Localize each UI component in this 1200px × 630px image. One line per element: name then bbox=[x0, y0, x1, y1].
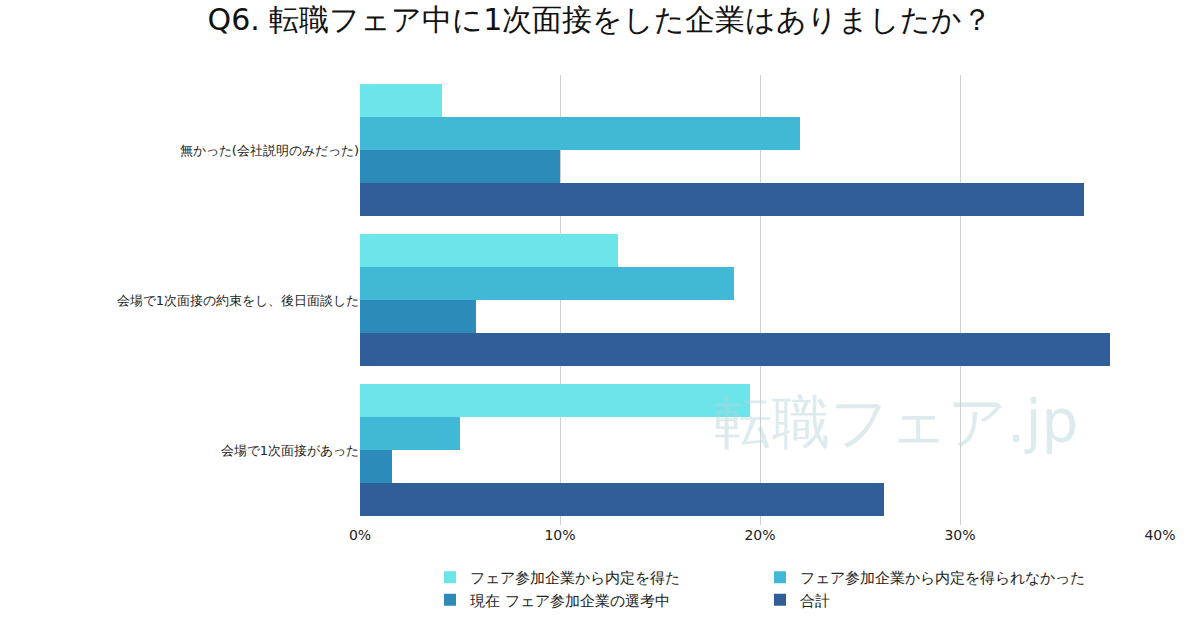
svg-text:会場で1次面接の約束をし、後日面談した: 会場で1次面接の約束をし、後日面談した bbox=[117, 293, 359, 308]
svg-text:合計: 合計 bbox=[800, 592, 830, 610]
svg-text:Q6. 転職フェア中に1次面接をした企業はありましたか？: Q6. 転職フェア中に1次面接をした企業はありましたか？ bbox=[208, 2, 993, 37]
svg-text:フェア参加企業から内定を得た: フェア参加企業から内定を得た bbox=[470, 569, 680, 587]
svg-text:0%: 0% bbox=[349, 527, 371, 543]
svg-text:10%: 10% bbox=[544, 527, 575, 543]
svg-text:無かった(会社説明のみだった): 無かった(会社説明のみだった) bbox=[180, 143, 359, 158]
svg-text:フェア参加企業から内定を得られなかった: フェア参加企業から内定を得られなかった bbox=[800, 569, 1085, 587]
svg-text:40%: 40% bbox=[1144, 527, 1175, 543]
svg-text:30%: 30% bbox=[944, 527, 975, 543]
svg-text:会場で1次面接があった: 会場で1次面接があった bbox=[221, 443, 359, 458]
svg-text:現在 フェア参加企業の選考中: 現在 フェア参加企業の選考中 bbox=[470, 592, 670, 610]
svg-text:転職フェア.jp: 転職フェア.jp bbox=[714, 388, 1078, 456]
svg-text:20%: 20% bbox=[744, 527, 775, 543]
